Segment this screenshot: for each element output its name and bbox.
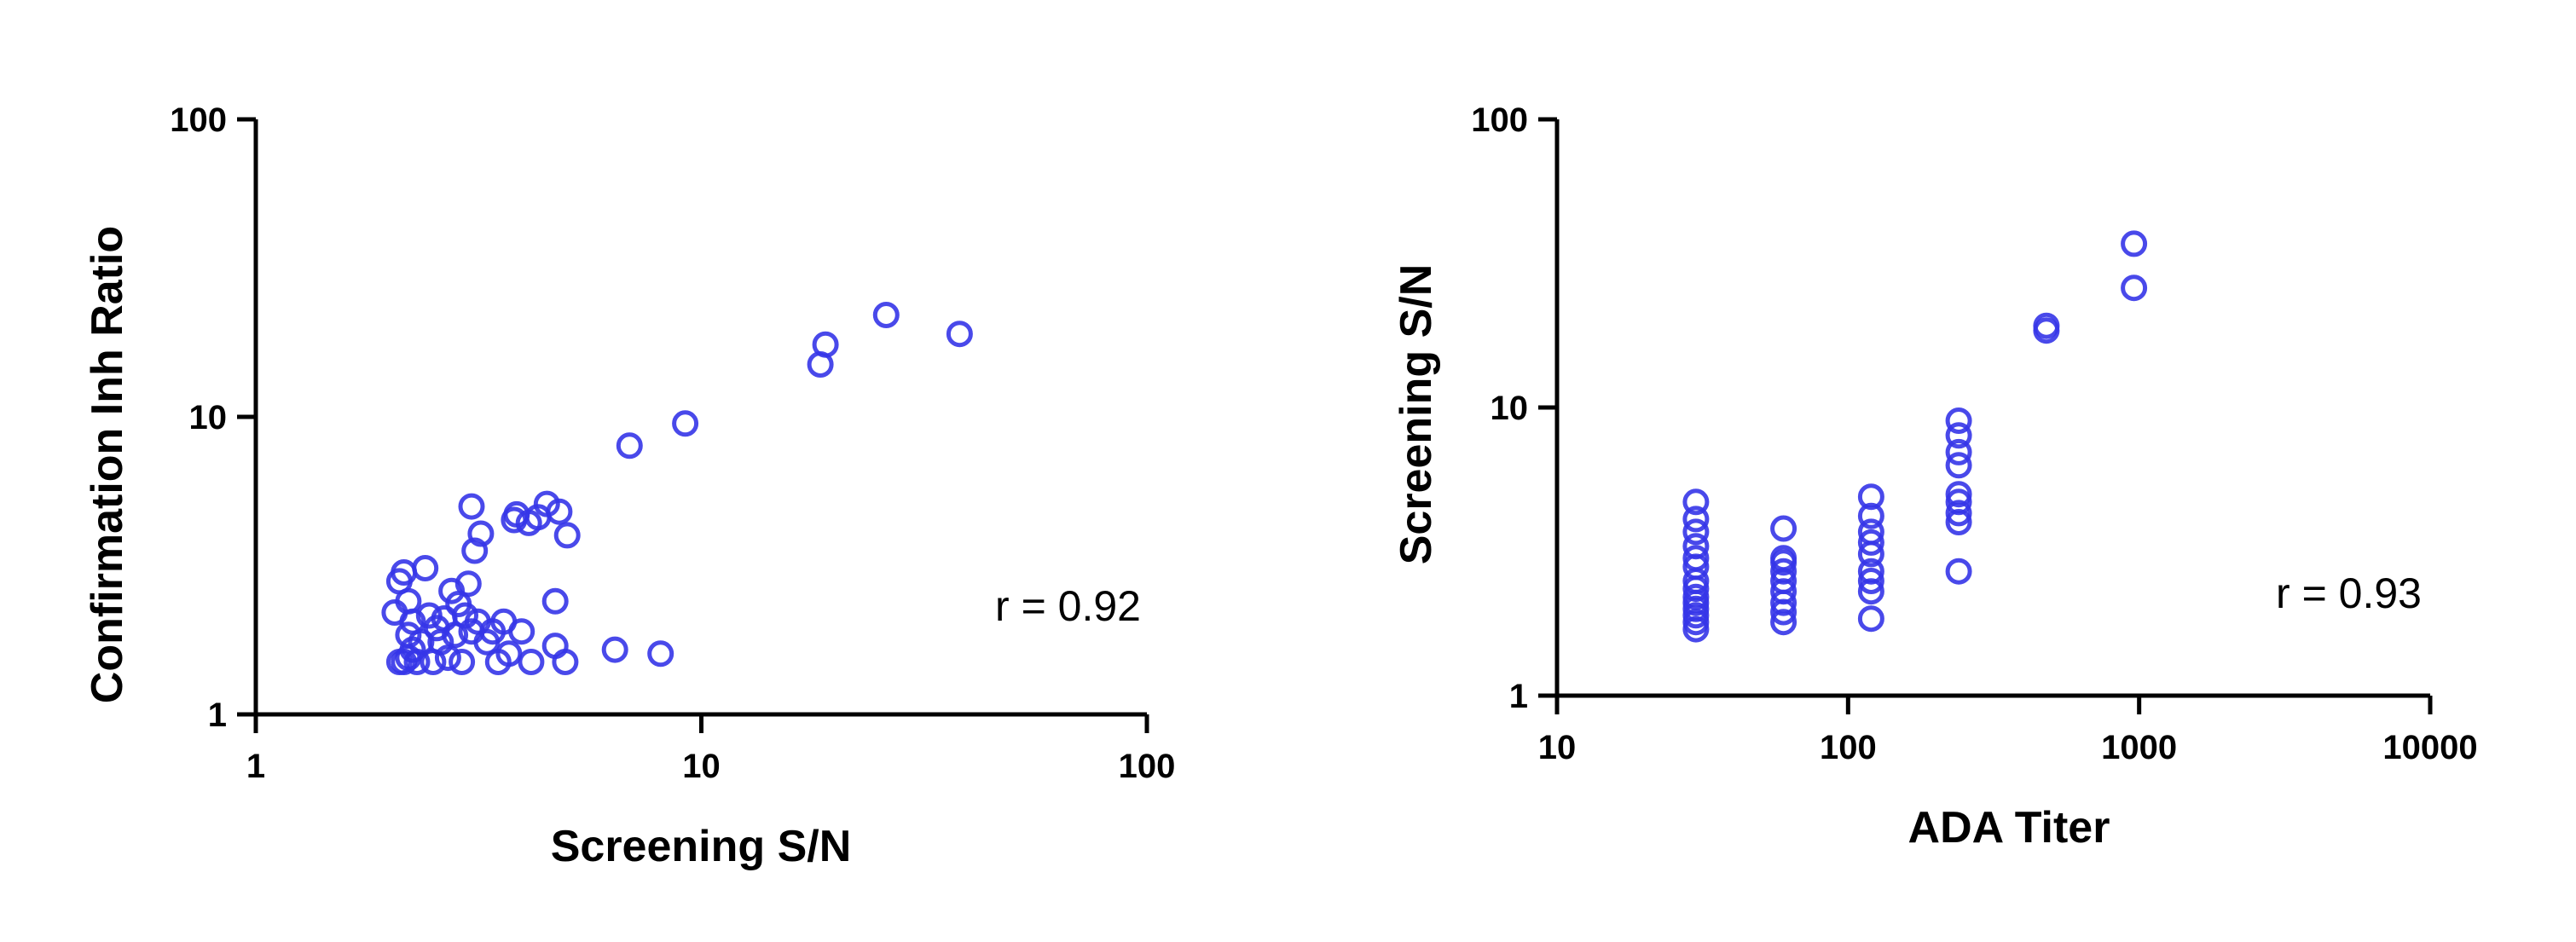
data-point — [601, 636, 628, 663]
axes — [1538, 117, 2433, 714]
data-point — [1770, 558, 1797, 585]
data-point — [2121, 275, 2148, 302]
data-point — [399, 608, 426, 635]
data-point — [412, 555, 439, 581]
x-tick-label: 10 — [1538, 729, 1577, 766]
data-point — [946, 321, 973, 348]
correlation-annotation: r = 0.93 — [2276, 569, 2422, 617]
y-tick-label: 1 — [1509, 678, 1528, 715]
data-point — [1857, 558, 1884, 585]
data-point — [1945, 452, 1972, 479]
data-point — [1945, 422, 1972, 449]
data-point — [1857, 483, 1884, 511]
data-point — [434, 644, 461, 672]
data-point — [1945, 438, 1972, 465]
data-point — [1857, 605, 1884, 633]
y-tick-label: 10 — [1491, 390, 1529, 427]
data-point — [1682, 506, 1710, 533]
data-point — [872, 302, 900, 328]
x-axis-title: Screening S/N — [551, 822, 852, 871]
data-point — [552, 649, 579, 675]
data-point — [1682, 533, 1710, 560]
data-point — [1857, 518, 1884, 546]
data-point — [495, 640, 523, 667]
data-point — [518, 649, 545, 675]
data-point — [458, 493, 485, 520]
data-point — [1857, 568, 1884, 594]
data-point — [1857, 529, 1884, 556]
data-point — [1682, 488, 1710, 516]
data-point — [812, 331, 839, 358]
data-point — [508, 618, 535, 645]
data-point — [553, 522, 581, 549]
tick-labels: 1 10 100 1 10 100 — [170, 101, 1175, 785]
data-point — [1945, 558, 1972, 585]
y-tick-label: 100 — [170, 101, 227, 139]
data-point — [1945, 481, 1972, 508]
x-tick-label: 100 — [1820, 729, 1877, 766]
y-axis-title: Screening S/N — [1392, 264, 1441, 565]
x-axis-title: ADA Titer — [1908, 803, 2110, 852]
data-point — [395, 621, 422, 649]
data-point — [1682, 583, 1710, 610]
data-point — [1945, 407, 1972, 434]
data-point — [461, 537, 489, 564]
data-point — [454, 570, 482, 598]
data-point — [1682, 518, 1710, 546]
y-tick-label: 100 — [1471, 101, 1528, 139]
tick-labels: 10 100 1000 10000 1 10 100 — [1471, 101, 2477, 766]
correlation-annotation: r = 0.92 — [995, 582, 1141, 630]
data-point — [2033, 312, 2060, 339]
data-point — [1770, 545, 1797, 572]
chart-panel-screening-vs-titer: 10 100 1000 10000 1 10 100 ADA Titer Screening… — [1392, 101, 2478, 852]
data-point — [2121, 230, 2148, 257]
data-point — [1945, 488, 1972, 516]
data-point — [616, 432, 643, 459]
data-point — [541, 587, 569, 615]
x-tick-label: 10 — [682, 748, 721, 785]
data-point — [452, 602, 478, 629]
scatter-points — [1682, 230, 2148, 643]
y-axis-title: Confirmation Inh Ratio — [83, 226, 132, 703]
data-point — [467, 520, 495, 547]
data-point — [546, 498, 573, 525]
data-point — [672, 410, 699, 437]
data-point — [1770, 609, 1797, 636]
data-point — [1945, 500, 1972, 527]
x-tick-label: 10000 — [2382, 729, 2477, 766]
x-tick-label: 1000 — [2101, 729, 2177, 766]
y-tick-label: 1 — [208, 696, 227, 734]
x-tick-label: 100 — [1119, 748, 1176, 785]
data-point — [449, 649, 476, 675]
axes — [237, 117, 1149, 733]
scatter-points — [381, 302, 973, 675]
chart-panel-confirmation-vs-screening: 1 10 100 1 10 100 Screening S/N Confirmation … — [83, 101, 1175, 871]
data-point — [1857, 502, 1884, 529]
data-point — [647, 640, 674, 667]
y-tick-label: 10 — [189, 399, 228, 436]
data-point — [1770, 515, 1797, 542]
x-tick-label: 1 — [246, 748, 265, 785]
data-point — [1682, 545, 1710, 572]
